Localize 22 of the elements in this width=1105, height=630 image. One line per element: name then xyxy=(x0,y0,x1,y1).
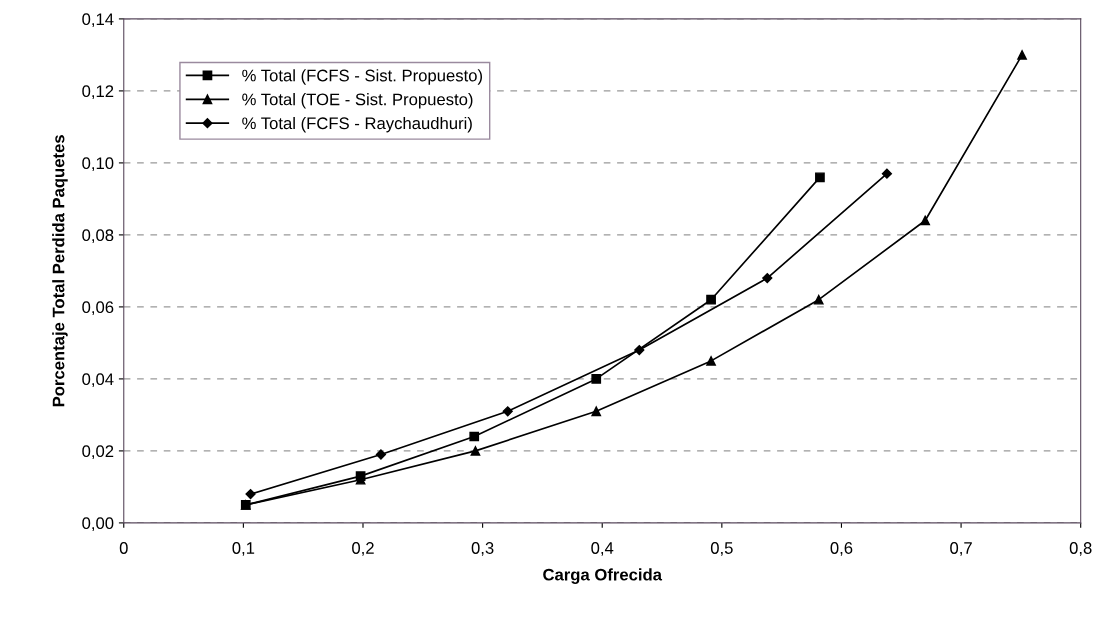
y-tick-label: 0,04 xyxy=(82,373,114,388)
x-tick-label: 0 xyxy=(119,542,128,554)
y-tick-label: 0,00 xyxy=(82,517,114,532)
y-tick-label: 0,14 xyxy=(82,13,114,28)
x-tick-label: 0,4 xyxy=(591,542,614,556)
y-tick-label: 0,02 xyxy=(82,445,114,460)
x-tick-label: 0,8 xyxy=(1069,542,1092,556)
x-tick-label: 0,3 xyxy=(471,542,494,556)
x-tick-label: 0,1 xyxy=(232,542,255,556)
y-tick-label: 0,08 xyxy=(82,229,114,244)
y-axis-title: Porcentaje Total Perdida Paquetes xyxy=(52,135,68,407)
y-tick-label: 0,06 xyxy=(82,301,114,316)
x-tick-label: 0,6 xyxy=(830,542,853,556)
legend-label: % Total (TOE - Sist. Propuesto) xyxy=(242,93,473,109)
legend-label: % Total (FCFS - Raychaudhuri) xyxy=(242,116,472,133)
x-tick-label: 0,7 xyxy=(950,542,972,556)
x-tick-label: 0,5 xyxy=(710,542,733,556)
x-tick-label: 0,2 xyxy=(352,542,374,556)
legend-label: % Total (FCFS - Sist. Propuesto) xyxy=(242,69,483,85)
x-axis-title: Carga Ofrecida xyxy=(543,568,663,584)
y-tick-label: 0,10 xyxy=(82,157,114,172)
y-tick-label: 0,12 xyxy=(82,85,114,100)
